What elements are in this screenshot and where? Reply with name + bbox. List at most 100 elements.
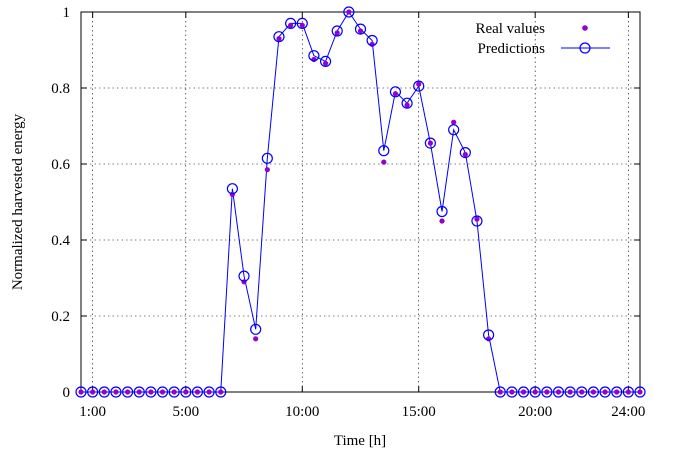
real-value-point xyxy=(124,389,131,395)
prediction-point xyxy=(203,386,215,398)
plot-frame xyxy=(80,11,641,393)
prediction-point xyxy=(75,386,87,398)
real-value-point xyxy=(357,28,364,34)
real-value-point xyxy=(241,279,247,285)
prediction-point xyxy=(191,386,204,398)
real-value-point xyxy=(439,218,445,224)
prediction-point xyxy=(529,386,541,398)
prediction-point xyxy=(133,386,145,398)
prediction-point xyxy=(180,386,192,398)
real-value-point xyxy=(299,22,305,28)
prediction-point xyxy=(517,386,530,398)
real-value-point xyxy=(159,389,166,395)
real-value-point xyxy=(369,41,375,47)
real-value-point xyxy=(90,389,96,395)
real-value-point xyxy=(171,389,177,395)
prediction-point xyxy=(343,6,355,18)
prediction-point xyxy=(145,386,157,398)
real-value-point xyxy=(346,9,352,15)
prediction-point xyxy=(261,152,273,164)
real-value-point xyxy=(322,60,329,66)
real-value-point xyxy=(183,389,189,395)
real-value-point xyxy=(229,191,235,197)
prediction-point xyxy=(87,386,99,398)
prediction-point xyxy=(215,386,227,398)
real-value-point xyxy=(614,389,620,395)
legend-marker-predictions xyxy=(579,42,591,54)
prediction-point xyxy=(494,386,506,398)
prediction-point xyxy=(587,386,600,398)
real-value-point xyxy=(637,389,643,395)
x-tick-label: 20:00 xyxy=(518,404,552,420)
real-value-point xyxy=(486,336,492,342)
real-value-point xyxy=(101,389,107,395)
x-tick-label: 5:00 xyxy=(172,404,199,420)
real-value-point xyxy=(625,389,631,395)
real-value-point xyxy=(334,30,340,36)
y-tick-label: 0.6 xyxy=(51,157,70,173)
prediction-point xyxy=(552,386,565,398)
real-value-point xyxy=(532,389,538,395)
prediction-point xyxy=(413,80,425,92)
prediction-point xyxy=(250,323,262,335)
real-value-point xyxy=(544,389,550,395)
prediction-point xyxy=(448,124,460,136)
prediction-point xyxy=(436,205,448,218)
prediction-point xyxy=(483,329,495,341)
y-tick-label: 0.2 xyxy=(51,309,70,325)
real-value-point xyxy=(602,389,608,395)
real-value-point xyxy=(427,140,433,146)
real-value-point xyxy=(567,389,573,395)
real-value-point xyxy=(288,22,294,28)
prediction-point xyxy=(506,386,518,398)
y-tick-label: 1 xyxy=(63,5,71,21)
prediction-point xyxy=(121,386,134,398)
y-tick-label: 0.8 xyxy=(51,81,70,97)
legend-label-real-values: Real values xyxy=(475,21,545,37)
y-axis-title: Normalized harvested energy xyxy=(10,113,26,290)
prediction-point xyxy=(389,86,402,98)
real-value-point xyxy=(136,389,142,395)
legend-label-predictions: Predictions xyxy=(478,41,546,57)
prediction-point xyxy=(424,137,436,149)
prediction-point xyxy=(331,25,343,37)
y-tick-label: 0.4 xyxy=(51,233,70,249)
prediction-point xyxy=(354,23,367,35)
prediction-point xyxy=(459,147,471,159)
real-value-point xyxy=(579,389,585,395)
prediction-point xyxy=(576,386,588,398)
real-value-point xyxy=(264,167,270,173)
real-value-point xyxy=(78,389,84,395)
real-value-point xyxy=(206,389,212,395)
real-value-point xyxy=(392,91,399,97)
real-value-point xyxy=(451,119,457,125)
real-value-point xyxy=(148,389,154,395)
real-value-point xyxy=(404,102,410,108)
x-tick-label: 1:00 xyxy=(79,404,106,420)
real-value-point xyxy=(276,36,282,42)
real-value-point xyxy=(555,389,562,395)
real-value-point xyxy=(253,336,259,342)
legend-marker-real-values xyxy=(582,25,588,31)
prediction-point xyxy=(296,17,308,29)
predictions-line xyxy=(81,11,640,393)
real-value-point xyxy=(381,159,387,165)
x-axis-title: Time [h] xyxy=(334,433,386,449)
prediction-point xyxy=(541,386,553,398)
real-value-point xyxy=(520,389,527,395)
prediction-point xyxy=(622,386,634,398)
real-value-point xyxy=(218,389,224,395)
prediction-point xyxy=(634,386,646,398)
series-layer xyxy=(75,6,646,398)
prediction-point xyxy=(366,34,378,47)
prediction-point xyxy=(273,31,285,43)
prediction-point xyxy=(156,386,169,398)
real-value-point xyxy=(474,216,480,222)
x-tick-label: 24:00 xyxy=(611,404,645,420)
real-value-point xyxy=(590,389,597,395)
real-value-point xyxy=(462,151,468,158)
x-tick-label: 10:00 xyxy=(285,404,319,420)
legend: Real values Predictions xyxy=(475,21,610,57)
real-value-point xyxy=(194,389,201,395)
